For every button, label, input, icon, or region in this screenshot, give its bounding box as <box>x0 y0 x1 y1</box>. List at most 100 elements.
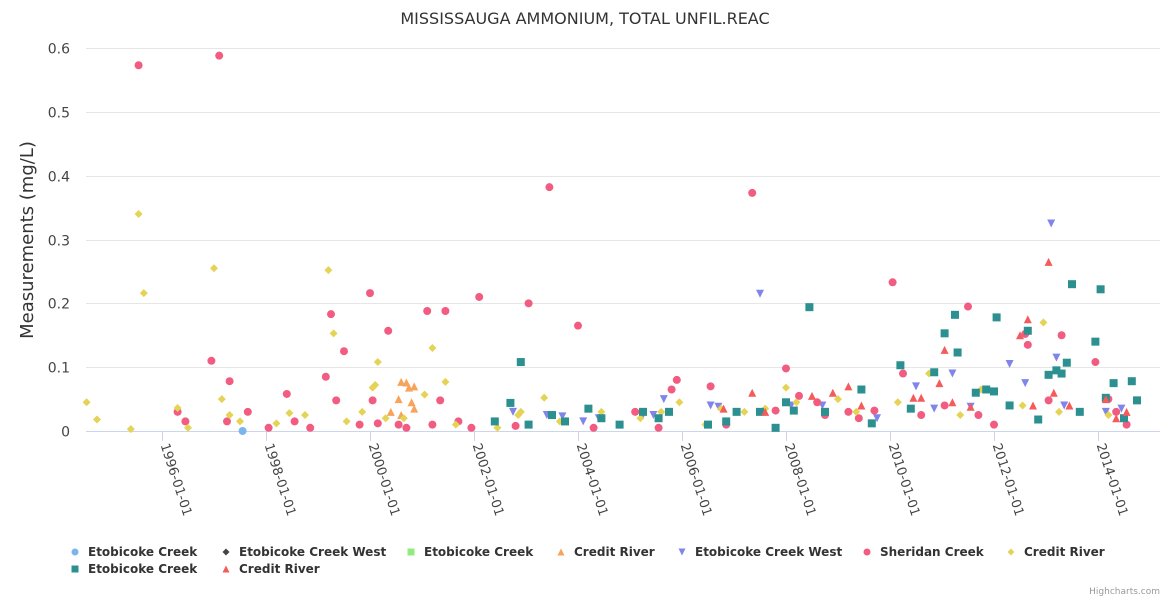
data-point[interactable] <box>917 411 926 420</box>
data-point[interactable] <box>134 209 143 218</box>
data-point[interactable] <box>340 347 348 356</box>
data-point[interactable] <box>441 306 450 315</box>
data-point[interactable] <box>1023 326 1032 335</box>
data-point[interactable] <box>368 396 377 405</box>
data-point[interactable] <box>636 414 645 423</box>
data-point[interactable] <box>386 407 395 416</box>
data-point[interactable] <box>639 407 647 416</box>
data-point[interactable] <box>808 391 816 400</box>
data-point[interactable] <box>1065 401 1074 410</box>
data-point[interactable] <box>301 411 309 420</box>
data-point[interactable] <box>756 407 764 416</box>
data-point[interactable] <box>506 398 515 407</box>
data-point[interactable] <box>428 344 437 353</box>
legend-item[interactable]: Credit River <box>557 545 655 559</box>
data-point[interactable] <box>982 385 991 394</box>
data-point[interactable] <box>1023 315 1032 324</box>
data-point[interactable] <box>1104 411 1113 420</box>
data-point[interactable] <box>722 417 731 426</box>
data-point[interactable] <box>516 358 525 367</box>
data-point[interactable] <box>912 382 920 391</box>
data-point[interactable] <box>1034 415 1043 424</box>
data-point[interactable] <box>373 419 382 428</box>
data-point[interactable] <box>441 377 450 386</box>
data-point[interactable] <box>1091 358 1100 367</box>
data-point[interactable] <box>272 419 281 428</box>
data-point[interactable] <box>789 406 798 415</box>
data-point[interactable] <box>649 411 658 420</box>
legend-marker-icon[interactable] <box>1007 548 1015 556</box>
data-point[interactable] <box>1052 366 1061 375</box>
data-point[interactable] <box>857 385 866 394</box>
data-point[interactable] <box>1057 369 1066 378</box>
data-point[interactable] <box>181 417 190 426</box>
data-point[interactable] <box>1029 401 1037 410</box>
data-point[interactable] <box>852 407 861 416</box>
data-point[interactable] <box>397 377 406 386</box>
data-point[interactable] <box>410 404 419 413</box>
data-point[interactable] <box>1039 318 1048 327</box>
data-point[interactable] <box>324 266 333 275</box>
data-point[interactable] <box>771 423 780 432</box>
data-point[interactable] <box>992 313 1001 322</box>
data-point[interactable] <box>1005 401 1014 410</box>
data-point[interactable] <box>584 404 593 413</box>
data-point[interactable] <box>948 369 957 378</box>
data-point[interactable] <box>1018 401 1027 410</box>
data-point[interactable] <box>1122 407 1131 416</box>
data-point[interactable] <box>974 411 983 420</box>
legend-item[interactable]: Credit River <box>222 562 320 576</box>
data-point[interactable] <box>1049 388 1058 397</box>
data-point[interactable] <box>805 303 814 312</box>
data-point[interactable] <box>782 383 790 392</box>
data-point[interactable] <box>139 289 148 298</box>
data-point[interactable] <box>243 407 252 416</box>
data-point[interactable] <box>126 425 135 434</box>
data-point[interactable] <box>1101 395 1110 404</box>
data-point[interactable] <box>935 379 944 388</box>
data-point[interactable] <box>342 417 351 426</box>
data-point[interactable] <box>82 398 91 407</box>
data-point[interactable] <box>1062 358 1071 367</box>
data-point[interactable] <box>436 396 445 405</box>
data-point[interactable] <box>888 278 897 287</box>
data-point[interactable] <box>740 407 749 416</box>
data-point[interactable] <box>964 302 972 311</box>
data-point[interactable] <box>215 51 224 60</box>
data-point[interactable] <box>329 329 338 338</box>
data-point[interactable] <box>951 310 959 319</box>
data-point[interactable] <box>540 393 549 402</box>
legend-marker-icon[interactable] <box>71 565 79 573</box>
data-point[interactable] <box>631 407 640 416</box>
data-point[interactable] <box>748 188 757 197</box>
data-point[interactable] <box>402 378 411 387</box>
data-point[interactable] <box>1112 407 1121 416</box>
data-point[interactable] <box>1101 407 1110 416</box>
data-point[interactable] <box>1055 407 1063 416</box>
legend-marker-icon[interactable] <box>222 565 230 573</box>
legend-marker-icon[interactable] <box>222 548 230 556</box>
data-point[interactable] <box>1133 396 1141 405</box>
legend-item[interactable]: Etobicoke Creek <box>407 545 535 559</box>
data-point[interactable] <box>782 398 790 407</box>
data-point[interactable] <box>394 420 403 429</box>
data-point[interactable] <box>706 401 715 410</box>
data-point[interactable] <box>1075 407 1084 416</box>
data-point[interactable] <box>899 369 907 378</box>
data-point[interactable] <box>917 393 926 402</box>
data-point[interactable] <box>828 388 837 397</box>
data-point[interactable] <box>844 407 853 416</box>
legend-item[interactable]: Etobicoke Creek <box>71 562 199 576</box>
data-point[interactable] <box>475 292 484 301</box>
data-point[interactable] <box>990 420 998 429</box>
data-point[interactable] <box>1120 414 1128 423</box>
data-point[interactable] <box>574 321 582 330</box>
data-point[interactable] <box>821 407 829 416</box>
data-point[interactable] <box>844 382 853 391</box>
data-point[interactable] <box>1016 331 1024 340</box>
data-point[interactable] <box>654 423 663 432</box>
data-point[interactable] <box>654 414 663 423</box>
data-point[interactable] <box>184 423 192 432</box>
data-point[interactable] <box>225 411 234 420</box>
data-point[interactable] <box>217 395 226 404</box>
